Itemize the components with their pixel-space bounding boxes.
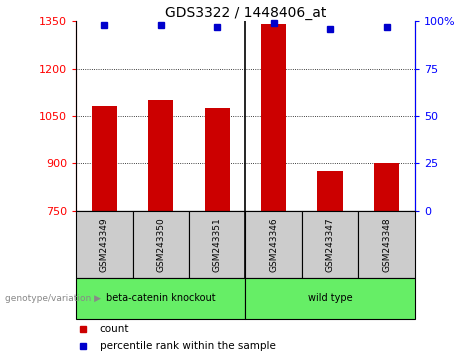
Bar [245, 278, 415, 319]
Bar [205, 108, 230, 211]
Bar [302, 211, 359, 278]
Text: count: count [100, 324, 129, 333]
Text: GSM243351: GSM243351 [213, 217, 222, 272]
Text: GSM243349: GSM243349 [100, 217, 109, 272]
Bar [76, 278, 245, 319]
Text: GSM243346: GSM243346 [269, 217, 278, 272]
Title: GDS3322 / 1448406_at: GDS3322 / 1448406_at [165, 6, 326, 20]
Text: wild type: wild type [308, 293, 353, 303]
Bar [189, 211, 245, 278]
Text: GSM243348: GSM243348 [382, 217, 391, 272]
Text: percentile rank within the sample: percentile rank within the sample [100, 341, 276, 351]
Bar [133, 211, 189, 278]
Bar [245, 211, 302, 278]
Bar [261, 24, 286, 211]
Bar [92, 105, 117, 211]
Bar [148, 100, 173, 211]
Text: GSM243350: GSM243350 [156, 217, 165, 272]
Text: GSM243347: GSM243347 [325, 217, 335, 272]
Text: beta-catenin knockout: beta-catenin knockout [106, 293, 216, 303]
Bar [358, 211, 415, 278]
Text: genotype/variation ▶: genotype/variation ▶ [5, 294, 100, 303]
Bar [318, 171, 343, 211]
Bar [76, 211, 133, 278]
Bar [374, 162, 399, 211]
